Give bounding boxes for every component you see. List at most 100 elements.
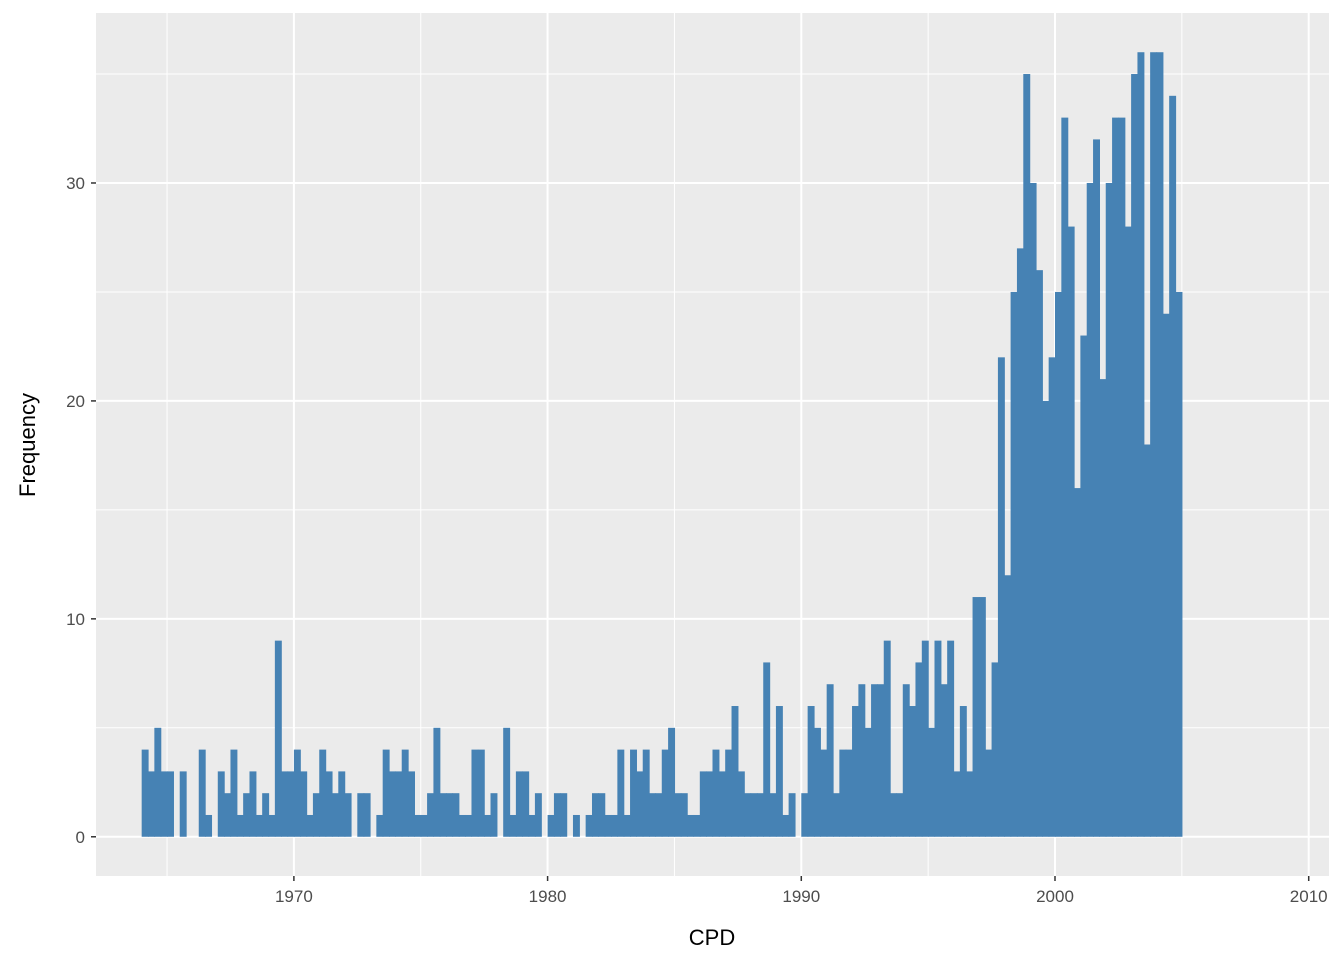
- histogram-bar: [312, 793, 320, 837]
- histogram-bar: [744, 793, 752, 837]
- histogram-bar: [446, 793, 454, 837]
- histogram-bar: [959, 706, 967, 837]
- histogram-bar: [611, 814, 618, 837]
- histogram-bar: [883, 640, 891, 837]
- histogram-bar: [807, 706, 815, 837]
- histogram-bar: [306, 814, 314, 837]
- histogram-bar: [1029, 182, 1037, 837]
- x-tick-label: 1990: [782, 887, 820, 906]
- histogram-bar: [293, 749, 301, 837]
- histogram-bar: [763, 662, 771, 837]
- histogram-bar: [224, 793, 232, 837]
- histogram-bar: [699, 771, 707, 837]
- histogram-bar: [737, 771, 745, 837]
- histogram-bar: [585, 814, 593, 837]
- histogram-bar: [515, 771, 523, 837]
- histogram-bar: [205, 814, 213, 837]
- histogram-bar: [953, 771, 961, 837]
- histogram-bar: [788, 793, 796, 837]
- histogram-bar: [636, 771, 644, 837]
- histogram-bar: [522, 771, 530, 837]
- histogram-bar: [471, 749, 479, 837]
- histogram-bar: [534, 793, 542, 837]
- histogram-bar: [249, 771, 257, 837]
- x-tick-label: 2000: [1036, 887, 1074, 906]
- histogram-bar: [268, 814, 276, 837]
- histogram-bar: [718, 771, 726, 837]
- histogram-bar: [1086, 182, 1094, 837]
- histogram-bar: [160, 771, 168, 837]
- histogram-bar: [1016, 248, 1024, 837]
- histogram-bar: [167, 771, 174, 837]
- histogram-bar: [236, 814, 244, 837]
- histogram-bar: [649, 793, 657, 837]
- histogram-bar: [274, 640, 282, 837]
- histogram-bar: [1055, 291, 1062, 837]
- histogram-bar: [154, 727, 162, 837]
- histogram-bar: [617, 749, 625, 837]
- histogram-bar: [782, 814, 790, 837]
- histogram-bar: [1150, 52, 1158, 837]
- histogram-bar: [928, 727, 936, 837]
- histogram-bar: [997, 357, 1005, 837]
- histogram-bar: [966, 771, 974, 837]
- histogram-bar: [376, 814, 384, 837]
- histogram-bar: [547, 814, 555, 837]
- histogram-bar: [902, 684, 910, 837]
- histogram-bar: [357, 793, 365, 837]
- histogram-bar: [198, 749, 206, 837]
- histogram-bar: [465, 814, 473, 837]
- histogram-bar: [420, 814, 428, 837]
- x-axis: 1970 1980 1990 2000 2010: [275, 876, 1328, 906]
- histogram-bar: [560, 793, 568, 837]
- histogram-bar: [363, 793, 371, 837]
- histogram-bar: [433, 727, 441, 837]
- histogram-bar: [813, 727, 821, 837]
- histogram-bar: [1118, 117, 1126, 837]
- histogram-bar: [490, 793, 498, 837]
- histogram-bar: [281, 771, 289, 837]
- histogram-bar: [401, 749, 409, 837]
- histogram-bar: [427, 793, 435, 837]
- histogram-bar: [1074, 488, 1081, 837]
- histogram-bar: [630, 749, 637, 837]
- histogram-bar: [1124, 226, 1132, 837]
- histogram-bar: [750, 793, 758, 837]
- histogram-bar: [991, 662, 999, 837]
- histogram-bar: [858, 684, 866, 837]
- histogram-bar: [940, 684, 948, 837]
- histogram-bar: [389, 771, 396, 837]
- histogram-bar: [1093, 139, 1100, 837]
- histogram-bar: [141, 749, 149, 837]
- y-tick-label: 0: [76, 828, 85, 847]
- histogram-bar: [687, 814, 695, 837]
- histogram-bar: [484, 814, 492, 837]
- histogram-bar: [1067, 226, 1075, 837]
- histogram-bar: [978, 597, 986, 837]
- histogram-bar: [674, 793, 682, 837]
- histogram-bar: [1162, 313, 1170, 837]
- histogram-bar: [668, 727, 676, 837]
- histogram-bar: [1061, 117, 1069, 837]
- histogram-bar: [985, 749, 993, 837]
- histogram-bar: [1004, 575, 1012, 837]
- histogram-bar: [693, 814, 701, 837]
- histogram-bar: [179, 771, 187, 837]
- x-tick-label: 1970: [275, 887, 313, 906]
- x-tick-label: 2010: [1290, 887, 1328, 906]
- histogram-bar: [909, 706, 917, 837]
- histogram-bar: [408, 771, 415, 837]
- histogram-bar: [839, 749, 847, 837]
- histogram-bar: [1169, 95, 1177, 837]
- histogram-bar: [845, 749, 853, 837]
- histogram-bar: [604, 814, 612, 837]
- histogram-bar: [1137, 52, 1145, 837]
- histogram-bar: [243, 793, 251, 837]
- histogram-bar: [598, 793, 606, 837]
- histogram-bar: [661, 749, 669, 837]
- histogram-bar: [509, 814, 517, 837]
- histogram-bar: [1010, 291, 1018, 837]
- histogram-bar: [680, 793, 688, 837]
- histogram-bar: [395, 771, 403, 837]
- histogram-bar: [820, 749, 828, 837]
